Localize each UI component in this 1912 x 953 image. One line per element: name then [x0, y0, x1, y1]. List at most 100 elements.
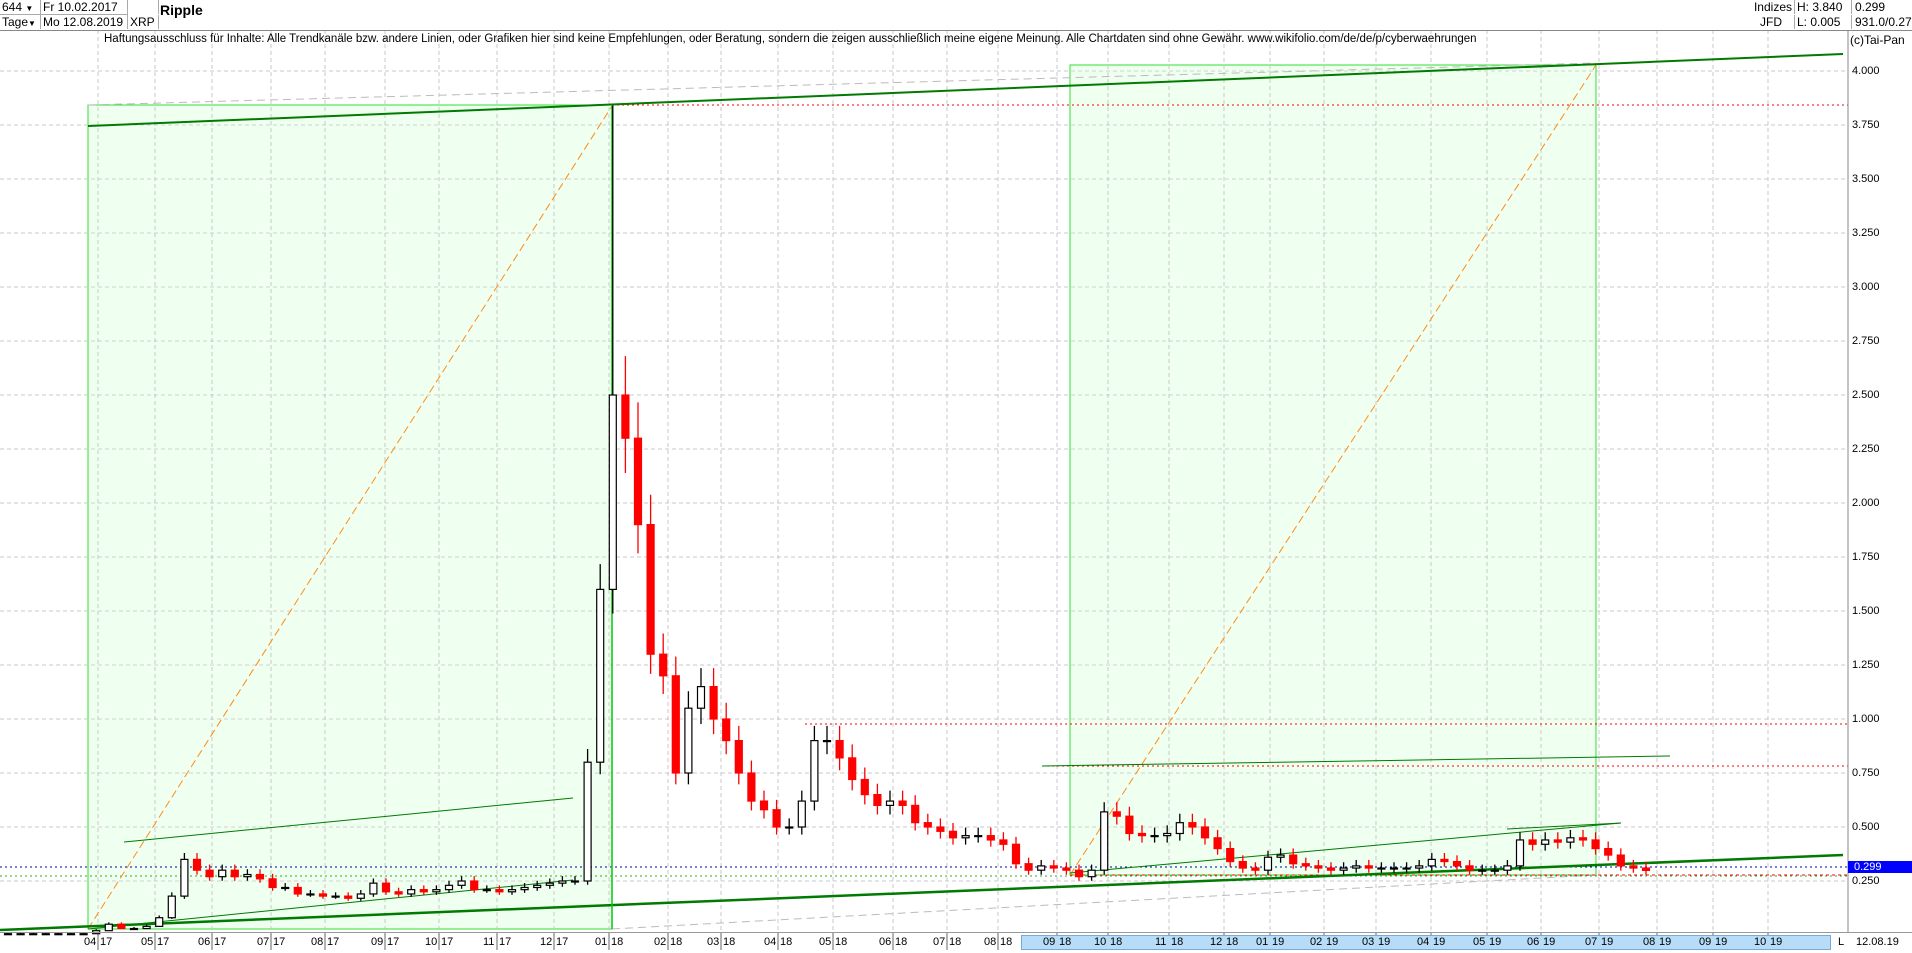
candle — [117, 922, 126, 930]
scroll-end-marker[interactable]: L — [1838, 936, 1845, 948]
candle-body — [570, 880, 580, 883]
x-tick-year: 17 — [100, 936, 113, 948]
candle-body — [1137, 832, 1147, 837]
candle-body — [734, 739, 743, 774]
x-tick-year: 19 — [1770, 936, 1783, 948]
exchange-label: Indizes — [1748, 0, 1795, 14]
candle-body — [1251, 867, 1260, 871]
candle-body — [331, 895, 340, 898]
candle — [1238, 855, 1247, 873]
candle — [948, 822, 958, 845]
time-axis — [0, 932, 1912, 953]
candle-body — [1213, 837, 1222, 850]
candle-body — [948, 830, 958, 839]
x-tick-year: 18 — [1000, 936, 1013, 948]
x-tick-year: 19 — [1378, 936, 1391, 948]
y-tick-label: 0.500 — [1852, 821, 1880, 833]
channel-2-lower[interactable] — [1069, 822, 1622, 874]
candle-body — [923, 822, 932, 828]
candle-body — [1011, 843, 1021, 865]
candle-body — [1389, 867, 1399, 870]
x-tick-year: 19 — [1601, 936, 1614, 948]
candle-body — [1440, 858, 1449, 863]
candle-body — [1641, 867, 1651, 872]
candle-body — [16, 933, 25, 936]
time-scrollbar[interactable] — [1021, 935, 1831, 950]
candle-body — [1578, 837, 1588, 841]
candle — [1112, 802, 1121, 825]
x-tick-month: 06 — [879, 936, 892, 948]
x-tick-year: 18 — [1110, 936, 1123, 948]
trendline-upper-main[interactable] — [87, 53, 1844, 127]
candle — [180, 853, 189, 899]
candle-body — [1150, 835, 1159, 838]
chart-title: Ripple — [160, 2, 203, 18]
candle — [810, 725, 819, 811]
candle — [1465, 859, 1474, 875]
candle-body — [936, 826, 945, 832]
candle — [1591, 832, 1600, 855]
y-tick-label: 2.000 — [1852, 497, 1880, 509]
candle — [1251, 862, 1260, 875]
y-tick-label: 3.000 — [1852, 281, 1880, 293]
candle-body — [142, 925, 151, 930]
candle-body — [1566, 837, 1575, 843]
candle — [356, 890, 365, 901]
diagonal-line-1[interactable] — [87, 105, 613, 930]
x-tick-month: 07 — [933, 936, 946, 948]
gray-dashed-line-top[interactable] — [87, 62, 1597, 106]
low-label: L: 0.005 — [1795, 15, 1852, 29]
candle-body — [381, 882, 391, 893]
x-tick-month: 11 — [1155, 936, 1167, 948]
candle-body — [558, 880, 567, 884]
y-tick-label: 0.250 — [1852, 875, 1880, 887]
candle — [142, 924, 151, 930]
candle — [1276, 848, 1285, 863]
interval-select[interactable]: Tage▼ — [0, 15, 41, 29]
candle-body — [66, 933, 76, 936]
candle — [923, 813, 932, 835]
candle-body — [533, 884, 542, 889]
candle-body — [344, 895, 353, 899]
candle-body — [722, 718, 731, 742]
count-select[interactable]: 644 ▼ — [0, 0, 41, 15]
candle — [1490, 864, 1499, 875]
candle — [1163, 825, 1172, 843]
candle — [1074, 864, 1084, 881]
symbol-label: XRP — [128, 15, 159, 29]
candle-body — [1188, 822, 1197, 828]
candle-body — [281, 886, 290, 890]
x-tick-month: 09 — [371, 936, 384, 948]
candle — [747, 760, 756, 811]
candle — [1062, 862, 1071, 875]
candle-body — [1112, 811, 1121, 817]
trendline-lower-main[interactable] — [0, 853, 1844, 932]
x-tick-month: 07 — [1585, 936, 1598, 948]
end-date-field[interactable]: Mo 12.08.2019 — [41, 15, 128, 29]
candle-body — [885, 800, 895, 807]
x-tick-month: 09 — [1043, 936, 1056, 948]
candle-body — [356, 893, 365, 899]
channel-1-lower[interactable] — [87, 879, 574, 930]
candle-body — [646, 523, 655, 655]
candle — [1541, 832, 1550, 851]
diagonal-line-2[interactable] — [1069, 64, 1597, 876]
channel-1-upper[interactable] — [123, 797, 574, 843]
candle-body — [1024, 863, 1033, 871]
y-tick-label: 1.000 — [1852, 713, 1880, 725]
candle-body — [848, 757, 857, 781]
candle-body — [1339, 867, 1348, 871]
candle-body — [1100, 811, 1109, 871]
candle-body — [671, 675, 680, 774]
candle-body — [1276, 854, 1285, 858]
gray-dashed-line-bottom[interactable] — [611, 874, 1597, 930]
candle — [1452, 855, 1462, 871]
x-tick-month: 12 — [1210, 936, 1223, 948]
start-date-field[interactable]: Fr 10.02.2017 — [41, 0, 128, 15]
channel-2-upper[interactable] — [1041, 755, 1671, 767]
y-tick-label: 2.250 — [1852, 443, 1880, 455]
header-bar: 644 ▼ Tage▼ Fr 10.02.2017 Mo 12.08.2019 … — [0, 0, 1912, 31]
candle-body — [29, 933, 38, 936]
channel-3-upper[interactable] — [1506, 822, 1622, 830]
